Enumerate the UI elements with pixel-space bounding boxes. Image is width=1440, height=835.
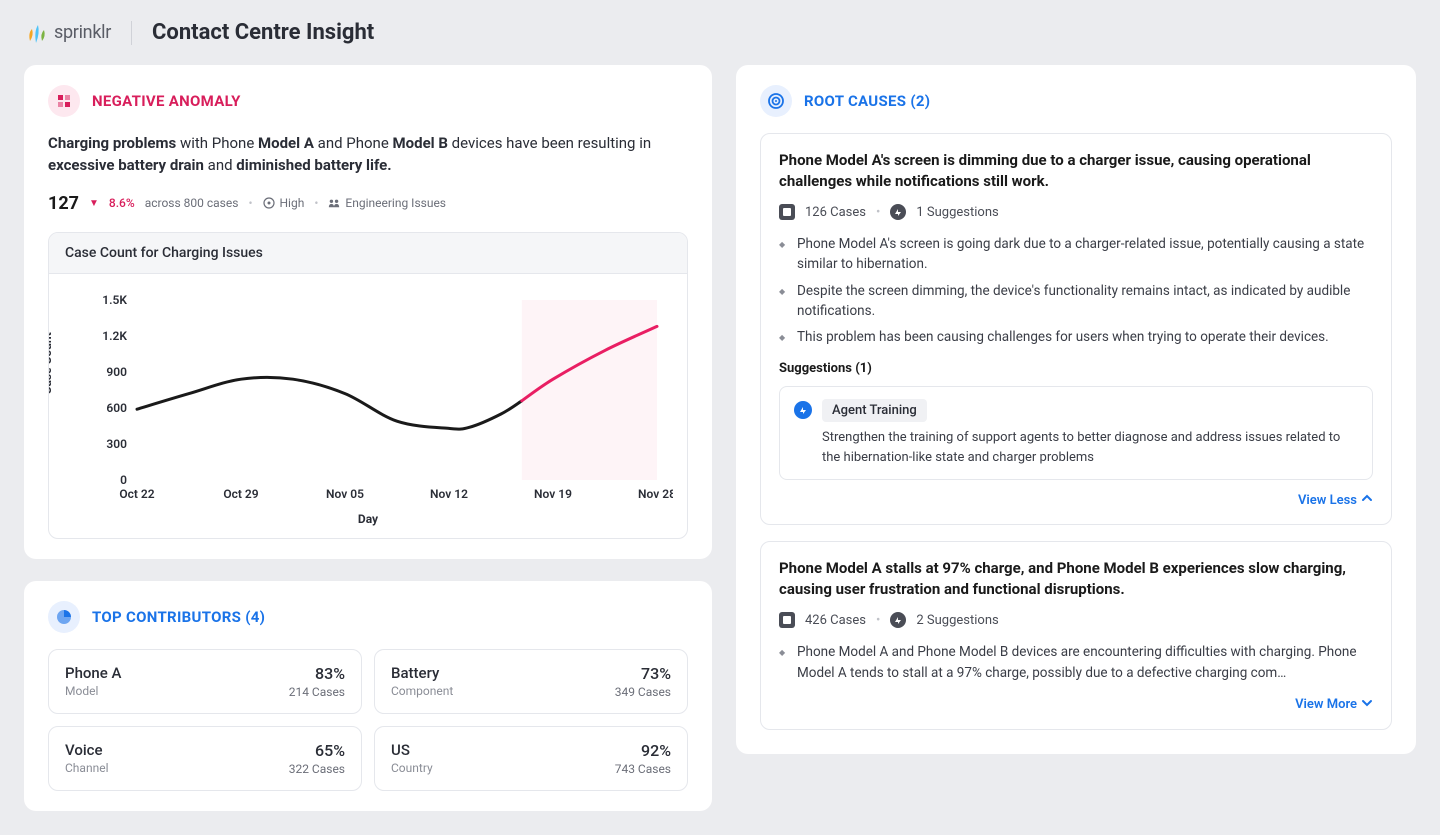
stat-count: 127 (48, 193, 79, 214)
chart-x-axis-label: Day (65, 512, 671, 526)
stat-percent: 8.6% (109, 196, 135, 210)
view-toggle-link[interactable]: View Less (779, 492, 1373, 508)
root-cases-count: 426 Cases (805, 613, 866, 628)
contributor-percent: 92% (615, 741, 671, 760)
category-badge: Engineering Issues (328, 196, 446, 210)
top-contributors-card: TOP CONTRIBUTORS (4) Phone A Model 83% 2… (24, 581, 712, 811)
contributor-name: Phone A (65, 664, 121, 682)
contributor-category: Country (391, 761, 433, 775)
suggestion-icon (794, 401, 812, 419)
view-toggle-link[interactable]: View More (779, 697, 1373, 713)
anomaly-stats-row: 127 ▼ 8.6% across 800 cases • High • Eng… (48, 193, 688, 214)
contributor-card[interactable]: US Country 92% 743 Cases (374, 726, 688, 791)
svg-text:Nov 05: Nov 05 (326, 487, 364, 501)
priority-badge: High (263, 196, 305, 210)
root-suggestions-count: 1 Suggestions (916, 205, 998, 220)
svg-text:Nov 28: Nov 28 (638, 487, 673, 501)
chevron-icon (1361, 492, 1373, 508)
contributor-percent: 65% (289, 741, 345, 760)
svg-text:Nov 12: Nov 12 (430, 487, 468, 501)
line-chart: 0 300 600 900 1.2K 1.5K Oct 22 Oct 29 Nov 05 Nov … (65, 290, 673, 510)
trend-down-icon: ▼ (89, 198, 99, 209)
contributors-icon (48, 601, 80, 633)
contributor-category: Channel (65, 761, 108, 775)
root-cause-title: Phone Model A stalls at 97% charge, and … (779, 558, 1373, 600)
suggestion-text: Strengthen the training of support agent… (822, 428, 1358, 467)
root-cause-title: Phone Model A's screen is dimming due to… (779, 150, 1373, 192)
anomaly-description: Charging problems with Phone Model A and… (48, 133, 688, 177)
root-causes-card: ROOT CAUSES (2) Phone Model A's screen i… (736, 65, 1416, 754)
suggestions-heading: Suggestions (1) (779, 361, 1373, 376)
suggestion-box: Agent Training Strengthen the training o… (779, 386, 1373, 480)
root-cause-item: Phone Model A's screen is dimming due to… (760, 133, 1392, 525)
svg-text:Oct 22: Oct 22 (119, 487, 154, 501)
negative-anomaly-card: NEGATIVE ANOMALY Charging problems with … (24, 65, 712, 559)
team-icon (328, 197, 340, 209)
svg-text:600: 600 (106, 401, 127, 415)
stat-context: across 800 cases (145, 196, 239, 210)
root-cause-item: Phone Model A stalls at 97% charge, and … (760, 541, 1392, 730)
contributor-category: Model (65, 684, 121, 698)
app-header: sprinklr Contact Centre Insight (0, 0, 1440, 57)
target-icon (263, 197, 275, 209)
cases-icon (779, 204, 795, 220)
contributor-card[interactable]: Phone A Model 83% 214 Cases (48, 649, 362, 714)
brand-logo: sprinklr (24, 21, 132, 45)
root-causes-icon (760, 85, 792, 117)
contributor-cases: 743 Cases (615, 762, 671, 776)
chart-container: Case Count for Charging Issues Case Coun… (48, 232, 688, 539)
root-bullets-list: Phone Model A's screen is going dark due… (779, 234, 1373, 347)
root-cause-meta: 426 Cases • 2 Suggestions (779, 612, 1373, 628)
brand-name: sprinklr (54, 22, 111, 43)
root-bullet: Phone Model A and Phone Model B devices … (779, 642, 1373, 683)
svg-text:900: 900 (106, 365, 127, 379)
root-cause-meta: 126 Cases • 1 Suggestions (779, 204, 1373, 220)
root-bullet: Phone Model A's screen is going dark due… (779, 234, 1373, 275)
svg-text:1.5K: 1.5K (102, 293, 127, 307)
root-bullet: This problem has been causing challenges… (779, 327, 1373, 347)
anomaly-section-title: NEGATIVE ANOMALY (92, 92, 241, 110)
contributor-cases: 322 Cases (289, 762, 345, 776)
suggestions-icon (890, 204, 906, 220)
contributor-percent: 83% (289, 664, 345, 683)
svg-text:300: 300 (106, 437, 127, 451)
svg-text:Nov 19: Nov 19 (534, 487, 572, 501)
root-bullet: Despite the screen dimming, the device's… (779, 281, 1373, 322)
cases-icon (779, 612, 795, 628)
contributor-category: Component (391, 684, 453, 698)
contributor-cases: 214 Cases (289, 685, 345, 699)
sprinklr-logo-icon (24, 21, 48, 45)
suggestions-icon (890, 612, 906, 628)
svg-text:1.2K: 1.2K (102, 329, 127, 343)
chart-y-axis-label: Case Count (48, 332, 54, 394)
contributor-card[interactable]: Voice Channel 65% 322 Cases (48, 726, 362, 791)
svg-text:Oct 29: Oct 29 (223, 487, 258, 501)
page-title: Contact Centre Insight (152, 20, 374, 45)
root-bullets-list: Phone Model A and Phone Model B devices … (779, 642, 1373, 683)
root-cases-count: 126 Cases (805, 205, 866, 220)
contributor-card[interactable]: Battery Component 73% 349 Cases (374, 649, 688, 714)
root-causes-section-title: ROOT CAUSES (2) (804, 92, 930, 110)
contributor-name: Battery (391, 664, 453, 682)
contributor-name: Voice (65, 741, 108, 759)
contributor-name: US (391, 741, 433, 759)
chart-title: Case Count for Charging Issues (49, 233, 687, 274)
suggestion-tag: Agent Training (822, 399, 927, 422)
root-suggestions-count: 2 Suggestions (916, 613, 998, 628)
contributor-percent: 73% (615, 664, 671, 683)
contributor-cases: 349 Cases (615, 685, 671, 699)
anomaly-icon (48, 85, 80, 117)
contributors-section-title: TOP CONTRIBUTORS (4) (92, 608, 265, 626)
chevron-icon (1361, 697, 1373, 713)
svg-text:0: 0 (120, 473, 127, 487)
